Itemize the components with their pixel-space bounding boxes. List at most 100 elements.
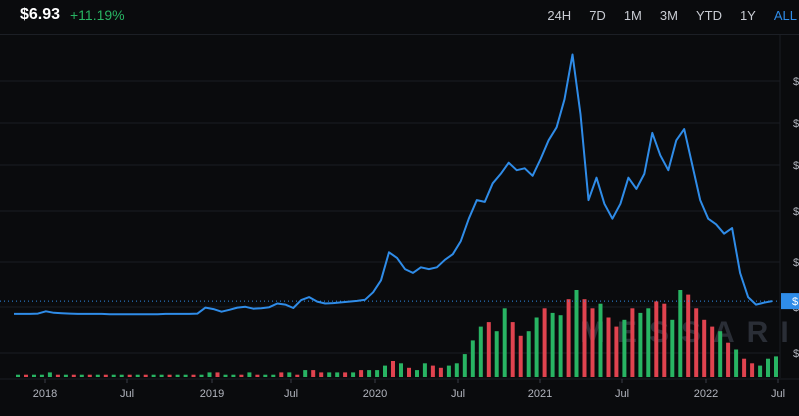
volume-bar <box>407 367 411 377</box>
y-tick-label: $ <box>793 160 799 172</box>
volume-bar <box>638 312 643 377</box>
volume-bar <box>295 374 300 377</box>
x-tick-label: Jul <box>284 388 298 400</box>
range-7d-button[interactable]: 7D <box>589 8 606 23</box>
range-24h-button[interactable]: 24H <box>547 8 572 23</box>
volume-bar <box>566 299 571 377</box>
volume-bar <box>199 374 204 377</box>
volume-bar <box>343 372 348 377</box>
x-tick-label: Jul <box>771 388 785 400</box>
y-tick-label: $ <box>793 206 799 218</box>
volume-bar <box>774 356 778 377</box>
x-tick-label: Jul <box>120 388 134 400</box>
volume-bar <box>430 365 435 377</box>
volume-bar <box>39 374 44 377</box>
volume-bar <box>383 365 387 377</box>
volume-bar <box>694 308 699 377</box>
volume-bar <box>590 308 595 377</box>
range-all-button[interactable]: ALL <box>773 8 797 23</box>
volume-bar <box>614 326 619 377</box>
volume-bar <box>582 299 587 377</box>
volume-bar <box>526 331 531 377</box>
volume-bar <box>183 374 188 377</box>
y-tick-label: $ <box>793 257 799 269</box>
volume-bar <box>79 374 84 377</box>
volume-bar <box>478 326 483 377</box>
volume-bar <box>119 374 124 377</box>
volume-bar <box>758 365 763 377</box>
volume-bar <box>71 374 76 377</box>
y-tick-label: $ <box>793 118 799 130</box>
volume-bar <box>367 370 372 377</box>
volume-bar <box>391 361 395 377</box>
price-chart[interactable]: $$$$$$$MESSARI$2018Jul2019Jul2020Jul2021… <box>0 35 799 416</box>
volume-bar <box>454 363 459 377</box>
volume-bar <box>239 374 244 377</box>
volume-bar <box>670 319 675 377</box>
volume-bar <box>574 290 579 377</box>
volume-bar <box>247 372 252 377</box>
current-price-tag <box>781 293 799 310</box>
volume-bar <box>470 340 475 377</box>
volume-bar <box>534 317 539 377</box>
volume-bar <box>103 374 108 377</box>
volume-bar <box>510 322 515 377</box>
volume-bar <box>311 370 316 377</box>
volume-bar <box>766 358 770 377</box>
volume-bar <box>399 363 403 377</box>
volume-bar <box>303 370 308 377</box>
volume-bar <box>255 374 260 377</box>
volume-bar <box>135 374 140 377</box>
volume-bar <box>32 374 36 377</box>
range-1y-button[interactable]: 1Y <box>739 8 756 23</box>
volume-bar <box>606 317 611 377</box>
volume-bar <box>494 331 499 377</box>
volume-bar <box>63 374 68 377</box>
volume-bar <box>335 372 340 377</box>
volume-bar <box>207 372 212 377</box>
range-3m-button[interactable]: 3M <box>659 8 678 23</box>
x-tick-label: Jul <box>615 388 629 400</box>
current-price: $6.93 <box>20 6 61 23</box>
x-tick-label: 2022 <box>694 388 718 400</box>
y-tick-label: $ <box>793 348 799 360</box>
volume-bar <box>271 374 276 377</box>
volume-bar <box>24 374 28 377</box>
volume-bar <box>678 290 683 377</box>
volume-bar <box>734 349 739 377</box>
x-tick-label: Jul <box>451 388 465 400</box>
volume-bar <box>598 303 603 377</box>
volume-bar <box>686 294 691 377</box>
volume-bar <box>279 372 284 377</box>
volume-bar <box>654 301 659 377</box>
x-tick-label: 2021 <box>528 388 552 400</box>
current-price-tag-label: $ <box>792 296 798 308</box>
volume-bar <box>351 372 356 377</box>
range-1m-button[interactable]: 1M <box>623 8 642 23</box>
header-divider <box>0 34 799 35</box>
volume-bar <box>359 370 364 377</box>
volume-bar <box>87 374 92 377</box>
volume-bar <box>231 374 236 377</box>
volume-bar <box>726 342 731 377</box>
volume-bar <box>702 319 707 377</box>
volume-bar <box>175 374 180 377</box>
volume-bar <box>558 315 563 377</box>
volume-bar <box>55 374 60 377</box>
volume-bar <box>662 303 667 377</box>
volume-bar <box>287 372 292 377</box>
volume-bar <box>518 335 523 377</box>
volume-bar <box>486 322 491 377</box>
volume-bar <box>742 358 747 377</box>
range-ytd-button[interactable]: YTD <box>695 8 722 23</box>
price-line <box>14 53 773 316</box>
volume-bar <box>750 363 755 377</box>
price-change: +11.19% <box>70 7 125 23</box>
volume-bar <box>446 365 451 377</box>
volume-bar <box>167 374 172 377</box>
volume-bar <box>319 372 324 377</box>
volume-bar <box>542 308 547 377</box>
volume-bar <box>415 370 419 377</box>
volume-bar <box>462 354 467 377</box>
chart-header: $6.93 +11.19% 24H 7D 1M 3M YTD 1Y ALL <box>0 0 799 34</box>
